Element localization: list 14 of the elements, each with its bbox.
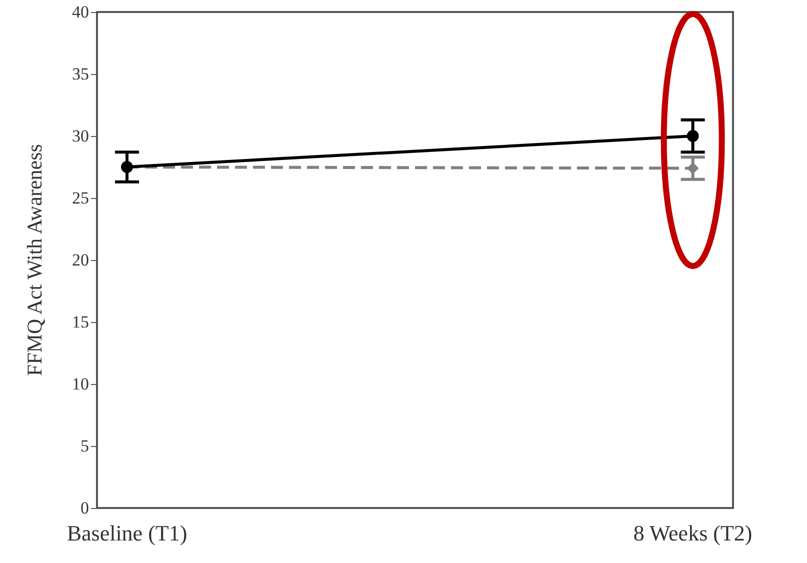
y-tick-label: 20: [72, 250, 89, 270]
y-tick-label: 15: [72, 312, 89, 332]
y-tick-label: 35: [72, 64, 89, 84]
y-tick-label: 25: [72, 188, 89, 208]
y-tick-label: 5: [80, 436, 89, 456]
point: [686, 130, 699, 142]
y-axis-title: FFMQ Act With Awareness: [22, 144, 46, 376]
y-tick-label: 40: [72, 2, 89, 22]
x-tick-label: 8 Weeks (T2): [633, 520, 752, 546]
x-tick-label: Baseline (T1): [66, 520, 188, 546]
y-tick-label: 30: [72, 126, 89, 146]
point: [686, 162, 699, 174]
y-tick-label: 0: [80, 498, 89, 518]
y-tick-label: 10: [72, 374, 89, 394]
